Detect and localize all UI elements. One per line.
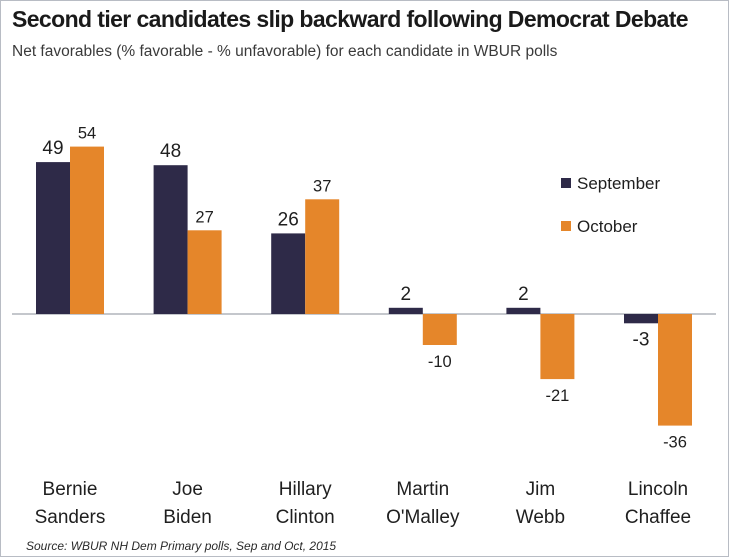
bar-september-4 (506, 307, 541, 314)
bar-september-3 (388, 307, 423, 314)
bar-october-0 (70, 146, 104, 314)
bar-october-4 (540, 314, 575, 380)
data-label-september-4: 2 (518, 284, 529, 305)
category-label-5-0: Lincoln (628, 479, 688, 500)
legend-label-september: September (577, 174, 660, 193)
data-label-october-5: -36 (663, 434, 687, 452)
category-label-3-0: Martin (396, 479, 449, 500)
chart-subtitle: Net favorables (% favorable - % unfavora… (12, 43, 558, 60)
bar-september-0 (36, 162, 70, 314)
data-label-october-1: 27 (195, 208, 213, 226)
bar-september-1 (153, 165, 188, 314)
category-label-1-1: Biden (163, 507, 212, 528)
bar-september-2 (271, 233, 306, 314)
bar-october-2 (305, 199, 340, 314)
data-label-september-5: -3 (633, 329, 650, 350)
data-label-september-2: 26 (278, 209, 299, 230)
category-label-4-0: Jim (526, 479, 556, 500)
data-label-october-4: -21 (545, 387, 569, 405)
category-label-5-1: Chaffee (625, 507, 691, 528)
category-label-4-1: Webb (516, 507, 565, 528)
legend-swatch-october (561, 221, 571, 231)
category-label-2-0: Hillary (279, 479, 332, 500)
data-label-october-3: -10 (428, 353, 452, 371)
legend-label-october: October (577, 217, 638, 236)
category-label-3-1: O'Malley (386, 507, 460, 528)
chart-title: Second tier candidates slip backward fol… (12, 6, 689, 32)
data-label-october-2: 37 (313, 177, 331, 195)
data-label-september-0: 49 (42, 138, 63, 159)
bar-october-3 (422, 314, 457, 345)
category-label-2-1: Clinton (276, 507, 335, 528)
source-note: Source: WBUR NH Dem Primary polls, Sep a… (26, 539, 337, 553)
bar-october-1 (187, 230, 222, 314)
category-label-0-1: Sanders (35, 507, 106, 528)
data-label-october-0: 54 (78, 125, 96, 143)
bar-september-5 (624, 314, 658, 324)
bar-october-5 (658, 314, 692, 426)
data-label-september-3: 2 (401, 284, 412, 305)
data-label-september-1: 48 (160, 141, 181, 162)
legend-swatch-september (561, 178, 571, 188)
category-label-1-0: Joe (172, 479, 203, 500)
category-label-0-0: Bernie (43, 479, 98, 500)
